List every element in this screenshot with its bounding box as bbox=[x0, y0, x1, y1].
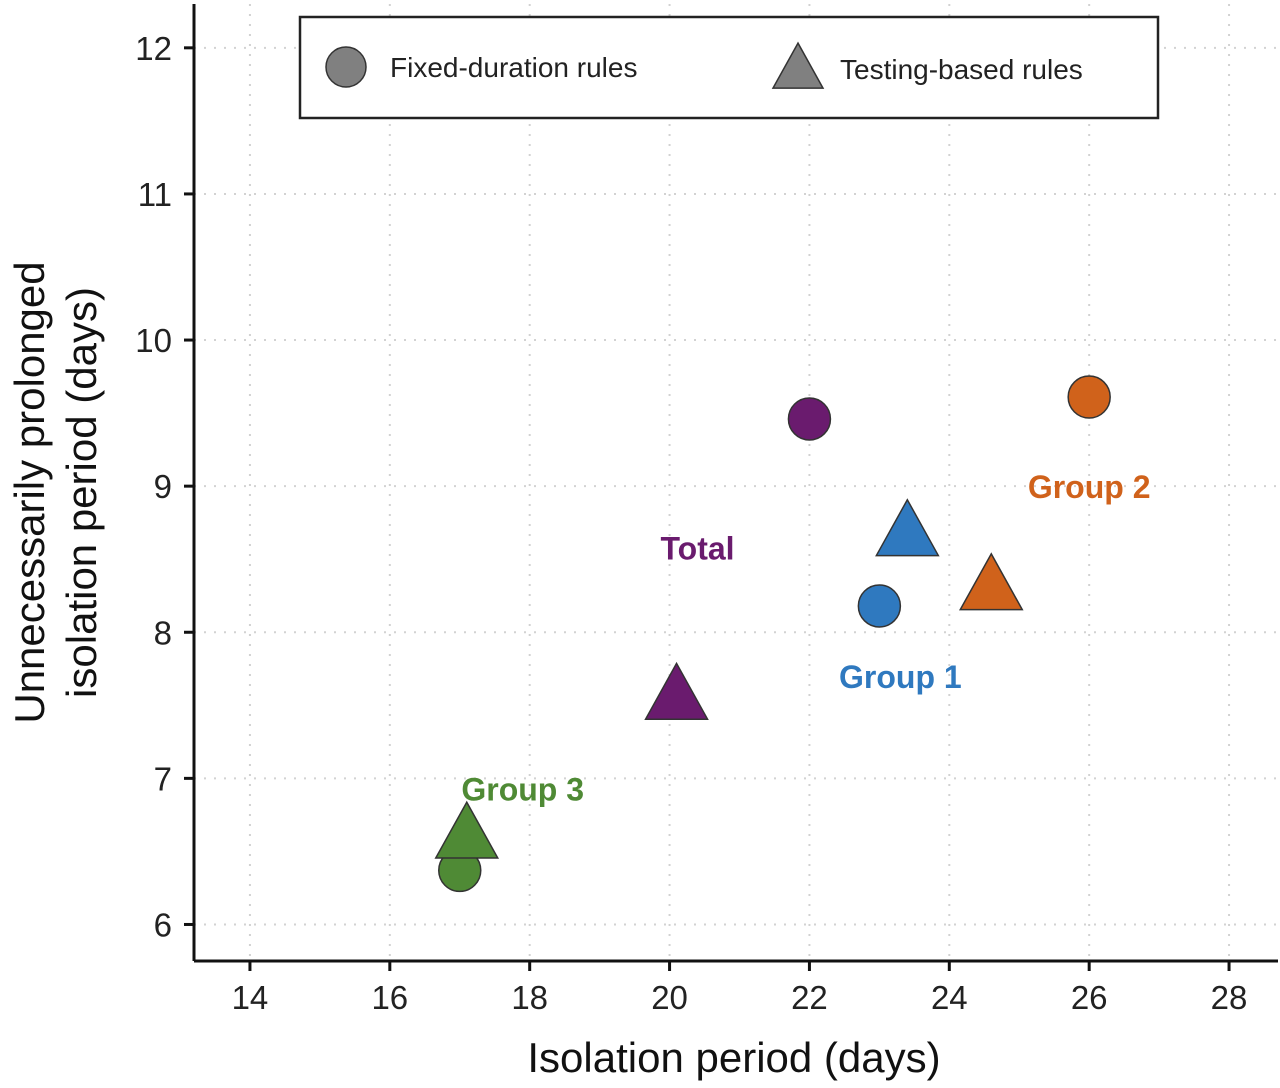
legend-circle-icon bbox=[325, 46, 367, 88]
x-tick-label: 20 bbox=[651, 979, 688, 1016]
x-tick-label: 28 bbox=[1211, 979, 1248, 1016]
x-tick-label: 14 bbox=[232, 979, 269, 1016]
x-tick-label: 16 bbox=[371, 979, 408, 1016]
x-tick-label: 22 bbox=[791, 979, 828, 1016]
group-3-triangle-point bbox=[434, 800, 500, 859]
total-triangle-point bbox=[644, 661, 709, 720]
group-3-label: Group 3 bbox=[461, 772, 584, 808]
y-axis-title-line: Unnecessarily prolonged bbox=[6, 261, 53, 723]
y-tick-label: 7 bbox=[154, 760, 172, 797]
y-axis-title: Unnecessarily prolonged isolation period … bbox=[6, 261, 105, 723]
total-label: Total bbox=[661, 531, 735, 567]
x-tick-label: 18 bbox=[511, 979, 548, 1016]
y-tick-label: 12 bbox=[135, 30, 172, 67]
group-2-triangle-point bbox=[958, 552, 1024, 611]
group-2-circle-point bbox=[1067, 375, 1111, 419]
total-circle-point bbox=[787, 397, 832, 441]
y-tick-label: 11 bbox=[138, 176, 172, 213]
legend-triangle-icon bbox=[771, 41, 825, 89]
legend-label-testing: Testing-based rules bbox=[840, 54, 1083, 85]
legend-box bbox=[298, 15, 1160, 120]
group-1-label: Group 1 bbox=[839, 659, 962, 695]
x-tick-label: 26 bbox=[1071, 979, 1108, 1016]
y-tick-label: 8 bbox=[154, 614, 172, 651]
group-1-circle-point bbox=[857, 584, 902, 628]
legend-label-fixed: Fixed-duration rules bbox=[390, 52, 637, 83]
group-2-label: Group 2 bbox=[1028, 469, 1151, 505]
x-axis-title: Isolation period (days) bbox=[527, 1034, 940, 1081]
x-tick-label: 24 bbox=[931, 979, 968, 1016]
group-1-triangle-point bbox=[875, 498, 940, 557]
y-tick-label: 10 bbox=[135, 322, 172, 359]
y-axis-title-line: isolation period (days) bbox=[58, 287, 105, 698]
y-tick-label: 6 bbox=[154, 906, 172, 943]
y-tick-label: 9 bbox=[154, 468, 172, 505]
